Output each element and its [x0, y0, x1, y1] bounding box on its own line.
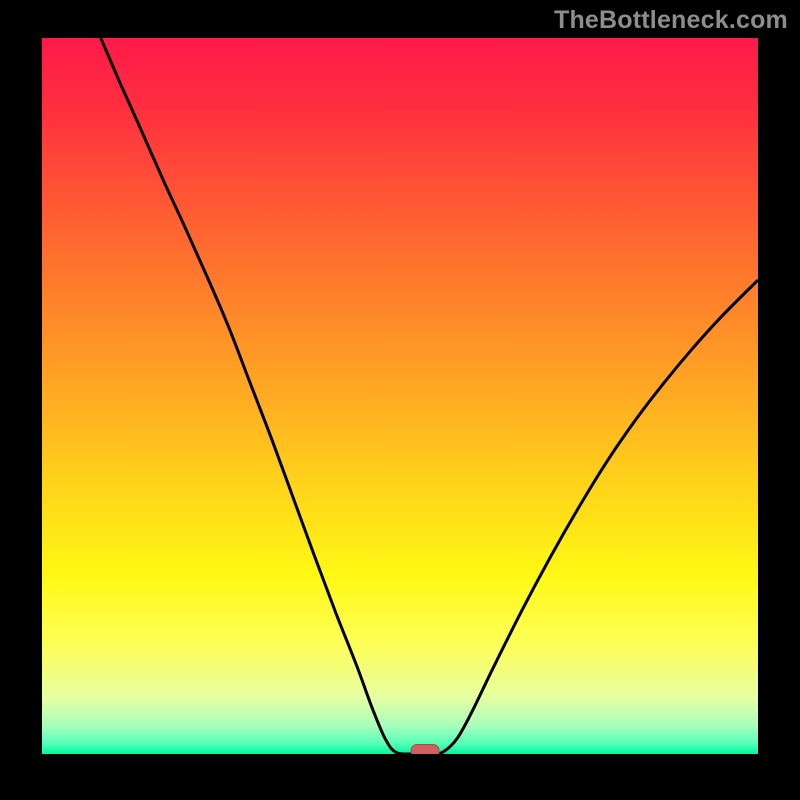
min-marker [411, 745, 439, 758]
watermark-text: TheBottleneck.com [554, 6, 788, 35]
bottleneck-chart [0, 0, 800, 800]
chart-container: TheBottleneck.com [0, 0, 800, 800]
